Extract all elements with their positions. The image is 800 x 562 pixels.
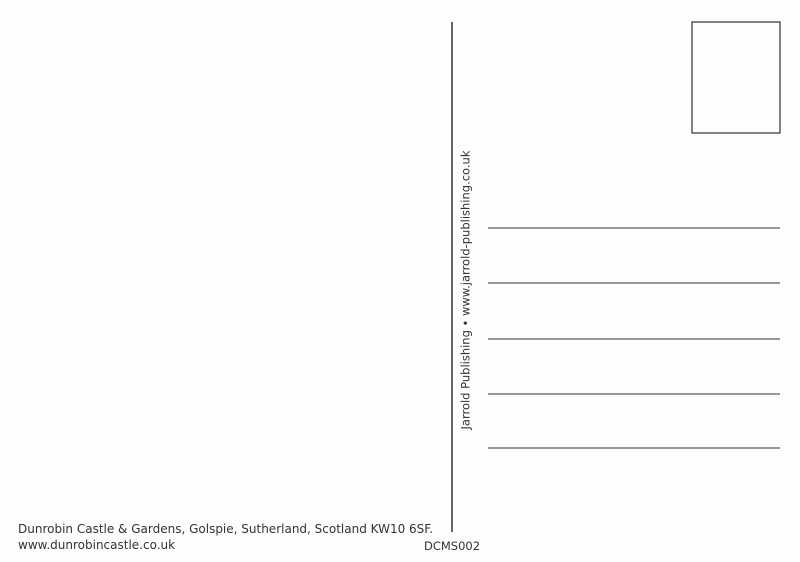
caption-url: www.dunrobincastle.co.uk	[18, 538, 176, 552]
stamp-box	[691, 21, 781, 134]
publisher: Jarrold Publishing • www.jarrold-publish…	[459, 150, 473, 430]
product-code: DCMS002	[424, 539, 481, 553]
caption-line: Dunrobin Castle & Gardens, Golspie, Suth…	[18, 522, 434, 536]
address-lines	[488, 227, 780, 449]
